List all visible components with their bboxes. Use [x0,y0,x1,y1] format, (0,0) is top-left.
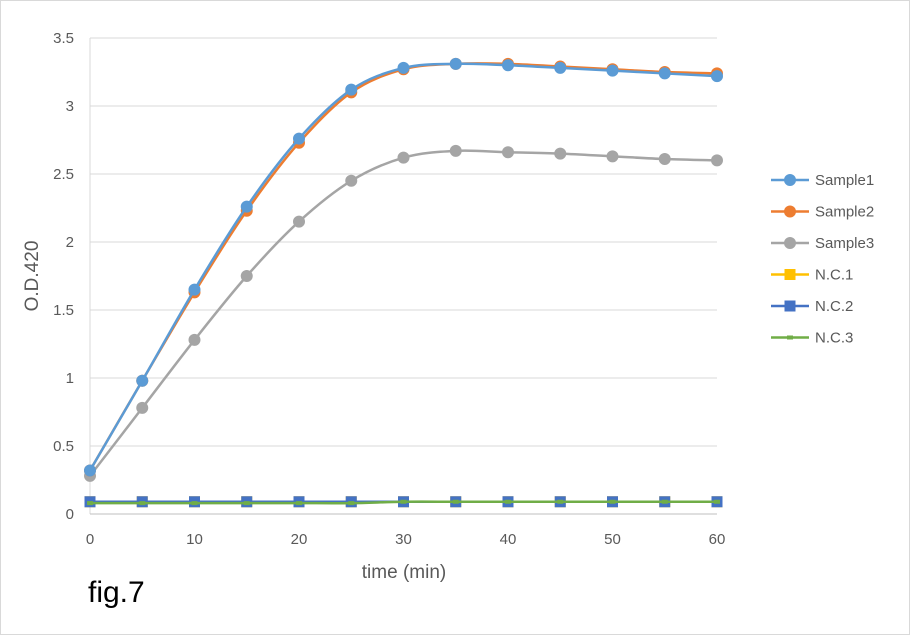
data-point-sample3 [502,146,514,159]
legend-marker [784,269,796,280]
y-tick-label: 2 [66,234,74,251]
series-line-sample3 [88,149,719,478]
legend-marker [784,237,796,249]
x-tick-label: 0 [86,531,94,548]
data-point-n-c-3 [348,501,355,506]
data-point-n-c-3 [400,499,407,504]
legend-marker [784,300,796,312]
data-point-sample3 [711,154,723,167]
legend-label: Sample3 [815,235,874,252]
data-point-n-c-3 [661,499,668,504]
data-point-sample3 [345,174,358,187]
data-point-sample1 [397,61,410,74]
data-point-sample3 [397,151,410,164]
data-point-sample3 [658,153,671,166]
legend-marker [784,205,796,218]
y-tick-label: 1.5 [53,302,74,319]
y-tick-label: 2.5 [53,166,74,183]
data-point-sample1 [711,70,723,83]
y-tick-label: 1 [66,370,74,387]
legend-label: Sample2 [815,204,874,221]
y-tick-labels: 0 0.5 1 1.5 2 2.5 3 3.5 [53,30,74,523]
legend-label: Sample1 [815,172,874,189]
legend-marker [784,174,796,186]
y-tick-label: 3.5 [53,30,74,47]
x-tick-label: 10 [186,531,203,548]
series-n-c-3 [87,499,720,506]
x-axis-title: time (min) [362,562,446,583]
y-tick-label: 0.5 [53,438,74,455]
data-point-sample1 [188,283,201,296]
y-tick-label: 0 [66,506,74,523]
data-point-n-c-3 [714,499,720,504]
x-tick-labels: 0 10 20 30 40 50 60 [86,531,726,548]
data-point-sample3 [606,150,619,163]
data-point-sample3 [554,147,567,160]
y-tick-label: 3 [66,98,74,115]
data-point-sample1 [554,61,567,74]
data-point-n-c-3 [452,499,459,504]
legend: Sample1 Sample2 Sample3 N.C.1 N.C.2 N.C.3 [771,172,874,347]
legend-item-n-c-2: N.C.2 [771,298,853,315]
data-point-sample1 [136,374,149,387]
legend-label: N.C.2 [815,298,853,315]
data-point-sample3 [188,333,201,346]
x-tick-label: 60 [709,531,726,548]
data-point-sample1 [293,132,305,145]
series-sample3 [84,144,723,482]
legend-item-sample2: Sample2 [771,204,874,221]
x-tick-label: 50 [604,531,621,548]
x-tick-label: 30 [395,531,412,548]
legend-item-sample3: Sample3 [771,235,874,252]
data-point-sample1 [449,57,462,70]
data-point-sample1 [606,64,619,77]
legend-item-n-c-3: N.C.3 [771,330,853,347]
data-point-n-c-3 [505,499,511,504]
series-line-sample1 [88,62,719,472]
data-point-sample1 [240,200,253,213]
legend-label: N.C.3 [815,330,853,347]
data-point-n-c-3 [243,501,250,506]
data-point-n-c-3 [87,501,93,506]
x-tick-label: 40 [500,531,517,548]
series-layer [84,57,723,508]
data-point-sample1 [658,67,671,80]
x-tick-label: 20 [291,531,308,548]
legend-item-n-c-1: N.C.1 [771,267,853,284]
y-axis-title: O.D.420 [22,241,43,312]
data-point-sample1 [345,83,358,96]
data-point-n-c-3 [139,501,146,506]
gridlines [89,37,717,515]
series-sample1 [84,57,723,477]
data-point-sample3 [449,144,462,157]
figure-caption: fig.7 [88,576,145,609]
data-point-n-c-3 [557,499,564,504]
series-sample2 [84,57,723,477]
legend-item-sample1: Sample1 [771,172,874,189]
data-point-sample1 [84,464,96,477]
data-point-sample3 [240,270,253,282]
data-point-sample1 [502,59,514,72]
data-point-sample3 [293,215,305,228]
data-point-n-c-3 [296,501,302,506]
legend-label: N.C.1 [815,267,853,284]
legend-marker [787,335,793,340]
series-line-sample2 [88,62,719,472]
data-point-n-c-3 [609,499,616,504]
data-point-n-c-3 [191,501,198,506]
data-point-sample3 [136,401,149,414]
